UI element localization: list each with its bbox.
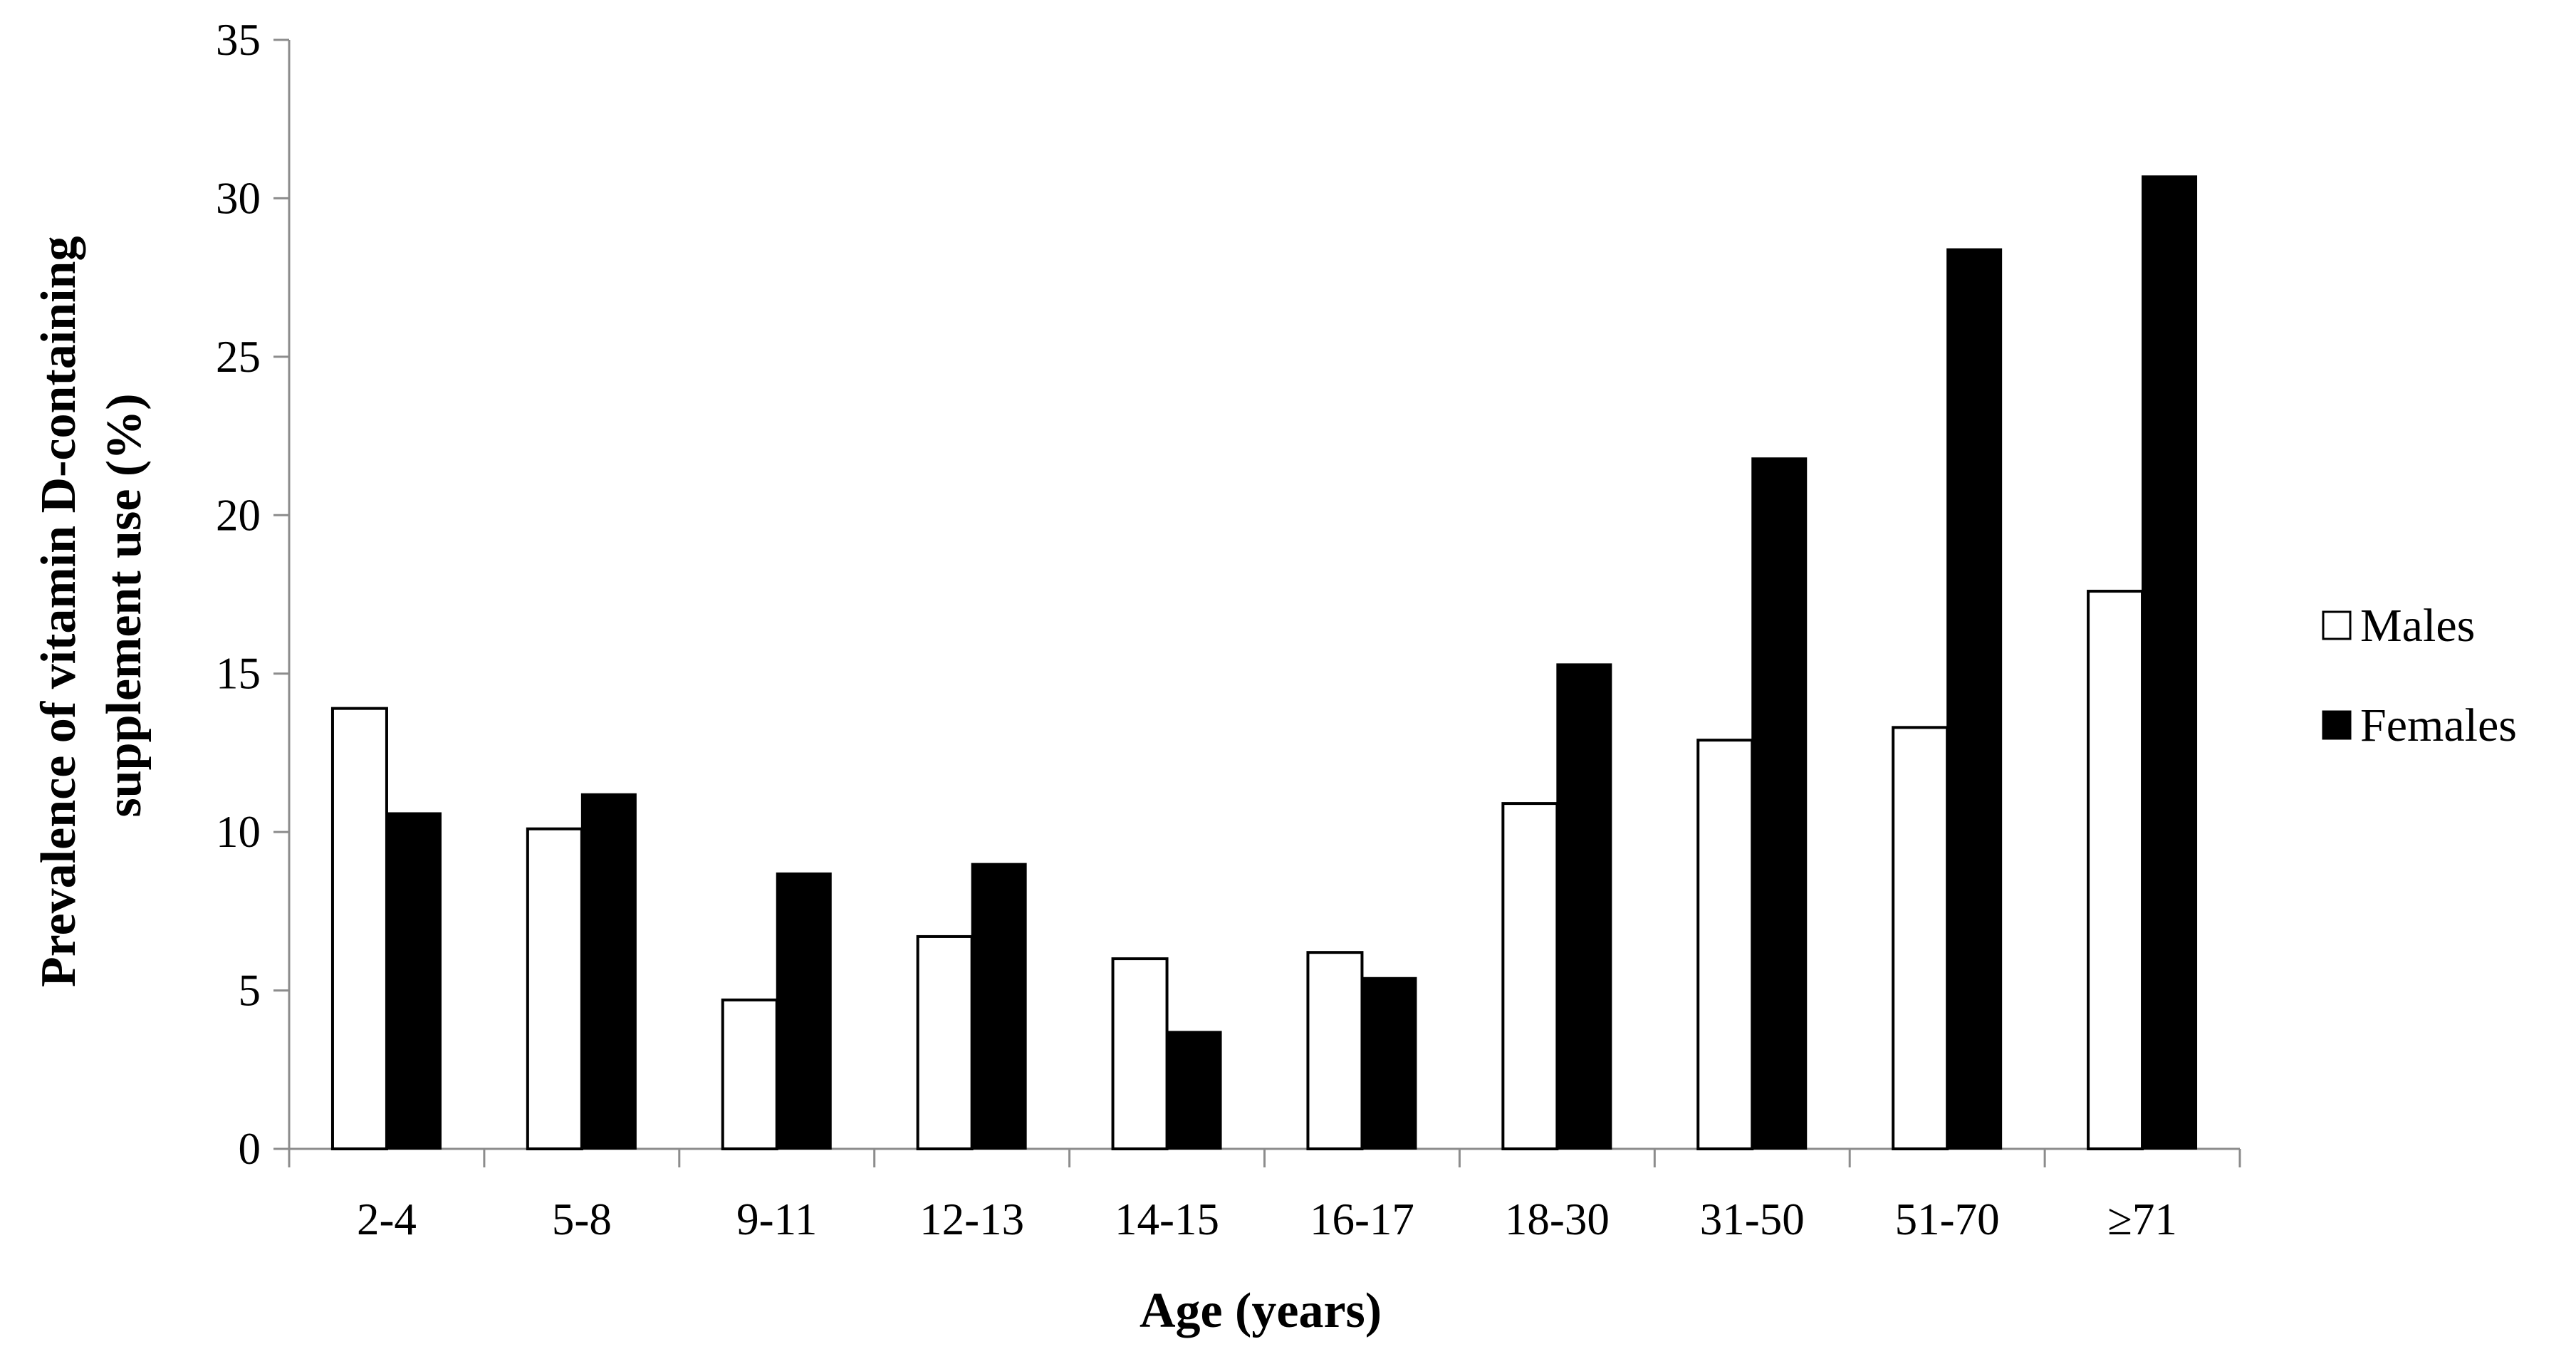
bar-males-12-13 [916,934,974,1150]
legend-swatch-females [2322,710,2352,740]
bar-males-2-4 [330,707,388,1150]
legend: Males Females [2322,600,2517,751]
x-tick-label: 51-70 [1895,1194,2000,1244]
bar-males-51-70 [1892,726,1949,1150]
x-tick-label: 14-15 [1115,1194,1219,1244]
x-tick-label: 18-30 [1505,1194,1610,1244]
y-axis-title-line-1: Prevalence of vitamin D-containing [31,236,86,987]
bar-males-31-50 [1696,739,1754,1150]
x-tick-label: ≥71 [2107,1194,2177,1244]
legend-swatch-males [2322,610,2352,640]
y-tick-label: 0 [239,1124,261,1174]
x-axis-title: Age (years) [1140,1283,1382,1338]
x-tick-label: 2-4 [357,1194,417,1244]
bar-females-9-11 [776,872,832,1150]
bar-males-5-8 [526,827,583,1151]
legend-label-males: Males [2360,600,2475,652]
bar-females-14-15 [1166,1031,1222,1150]
x-tick-label: 9-11 [736,1194,817,1244]
y-tick-label: 25 [216,332,261,382]
x-tick-label: 12-13 [919,1194,1024,1244]
bar-males-14-15 [1111,957,1169,1150]
bar-females-31-50 [1751,457,1808,1150]
y-tick-label: 5 [239,966,261,1016]
y-tick-label: 20 [216,490,261,540]
bar-females-16-17 [1361,977,1417,1150]
bar-males-16-17 [1306,951,1364,1151]
bar-females-2-4 [385,812,442,1150]
bar-males-18-30 [1501,802,1559,1150]
bar-males-9-11 [721,998,778,1150]
y-tick-label: 10 [216,807,261,857]
legend-label-females: Females [2360,699,2517,751]
y-axis-title-line-2: supplement use (%) [97,393,152,817]
bar-females-5-8 [580,793,637,1150]
x-tick-label: 31-50 [1700,1194,1805,1244]
x-tick-label: 16-17 [1310,1194,1414,1244]
x-tick-label: 5-8 [552,1194,612,1244]
y-tick-label: 15 [216,649,261,699]
y-tick-label: 30 [216,173,261,223]
plot-area: 0 5 10 15 20 25 30 35 2-4 5-8 9-11 12-13 14-15 16-17 1… [216,15,2241,1244]
bar-males-≥71 [2087,590,2144,1150]
bar-females-51-70 [1946,248,2003,1150]
bar-females-12-13 [971,863,1027,1150]
bar-females-18-30 [1556,663,1612,1150]
y-axis-title: Prevalence of vitamin D-containing suppl… [31,224,152,987]
y-tick-label: 35 [216,15,261,65]
bar-females-≥71 [2142,175,2198,1150]
